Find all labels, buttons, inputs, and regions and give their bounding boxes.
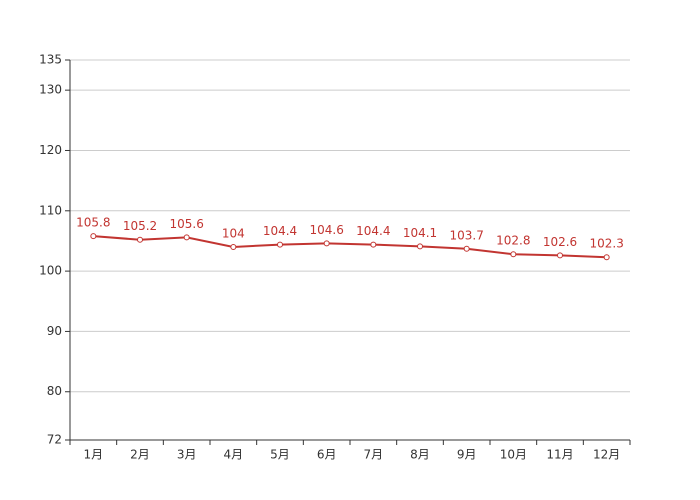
data-point [603, 254, 610, 261]
data-point [557, 252, 563, 259]
data-label: 105.8 [76, 216, 110, 230]
x-tick-label: 5月 [270, 448, 290, 462]
data-point [417, 243, 423, 250]
data-label: 103.7 [449, 228, 483, 242]
x-tick-label: 10月 [500, 448, 527, 462]
data-label: 104.6 [309, 223, 343, 237]
x-tick-label: 3月 [177, 448, 197, 462]
data-label: 104.1 [403, 226, 437, 240]
data-label: 104.4 [263, 224, 297, 238]
data-point [323, 240, 330, 247]
y-tick-label: 135 [39, 53, 62, 67]
y-tick-label: 130 [39, 83, 62, 97]
data-label: 102.3 [589, 237, 623, 251]
x-tick-label: 11月 [546, 448, 573, 462]
data-point [463, 245, 470, 252]
data-label: 102.6 [543, 235, 577, 249]
data-point [230, 243, 237, 250]
y-tick-label: 80 [47, 384, 62, 398]
x-tick-label: 8月 [410, 448, 430, 462]
x-tick-label: 12月 [593, 448, 620, 462]
x-tick-label: 1月 [84, 448, 104, 462]
data-point [137, 236, 143, 243]
y-tick-label: 72 [47, 433, 62, 447]
data-label: 105.2 [123, 219, 157, 233]
x-tick-label: 2月 [130, 448, 150, 462]
y-tick-label: 110 [39, 203, 62, 217]
x-tick-label: 6月 [317, 448, 337, 462]
data-point [510, 251, 517, 258]
data-label: 104 [222, 226, 245, 240]
data-point [90, 233, 97, 240]
y-tick-label: 90 [47, 324, 62, 338]
data-label: 102.8 [496, 234, 530, 248]
x-tick-label: 9月 [457, 448, 477, 462]
data-point [370, 241, 377, 248]
y-tick-label: 100 [39, 264, 62, 278]
x-tick-label: 7月 [364, 448, 384, 462]
data-label: 105.6 [169, 217, 203, 231]
data-label: 104.4 [356, 224, 390, 238]
x-tick-label: 4月 [224, 448, 244, 462]
data-point [183, 234, 190, 241]
y-tick-label: 120 [39, 143, 62, 157]
data-point [277, 241, 283, 248]
series-line [93, 235, 607, 259]
